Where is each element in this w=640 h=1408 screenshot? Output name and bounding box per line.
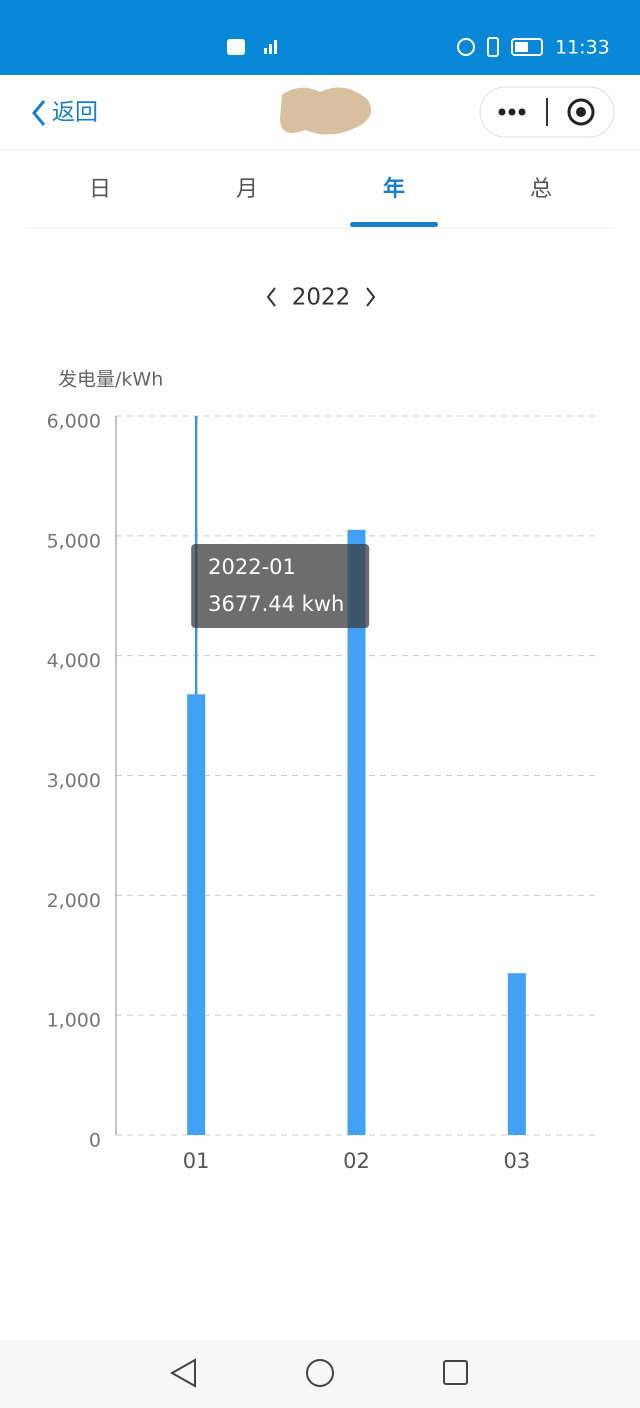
- tab[interactable]: 年: [383, 176, 405, 202]
- x-tick-label: 02: [343, 1149, 370, 1173]
- alarm-icon: [457, 38, 475, 56]
- tab[interactable]: 总: [530, 177, 552, 202]
- bar[interactable]: [507, 973, 526, 1135]
- more-button[interactable]: [498, 108, 526, 116]
- year-label: 2022: [292, 285, 351, 311]
- blurred-title: [280, 87, 372, 135]
- y-tick-label: 2,000: [47, 890, 101, 912]
- y-tick-label: 1,000: [47, 1010, 101, 1032]
- bar[interactable]: [187, 694, 206, 1135]
- recents-key[interactable]: [443, 1360, 468, 1385]
- y-tick-label: 4,000: [47, 650, 101, 672]
- x-tick-label: 03: [503, 1149, 530, 1173]
- close-button[interactable]: [567, 98, 595, 126]
- y-tick-label: 0: [89, 1130, 101, 1152]
- tooltip-value: 3677.44 kwh: [208, 592, 344, 616]
- back-label: 返回: [52, 100, 98, 126]
- status-bar: [0, 0, 640, 75]
- y-tick-label: 5,000: [47, 530, 101, 552]
- battery-level: [515, 42, 528, 52]
- x-tick-label: 01: [183, 1149, 210, 1173]
- battery-icon: [511, 38, 543, 56]
- tooltip-title: 2022-01: [208, 555, 296, 579]
- y-tick-label: 3,000: [47, 770, 101, 792]
- tab-bar: 日月年总: [89, 176, 552, 227]
- chart: 0 1,000 2,000 3,000 4,000 5,000 6,000 01 02 03 202…: [47, 411, 597, 1173]
- back-arrow: [32, 100, 46, 126]
- system-nav-bar: [0, 1340, 640, 1408]
- tab[interactable]: 月: [236, 177, 258, 202]
- tab-indicator: [350, 222, 438, 227]
- next-year[interactable]: [366, 287, 376, 307]
- home-key[interactable]: [306, 1359, 334, 1387]
- hd-icon: [227, 39, 245, 55]
- back-button[interactable]: 返回: [32, 100, 98, 126]
- bar[interactable]: [347, 529, 366, 1135]
- y-tick-label: 6,000: [47, 411, 101, 433]
- y-axis-label: 发电量/kWh: [58, 369, 163, 391]
- tab[interactable]: 日: [89, 177, 111, 202]
- tooltip: [191, 544, 370, 628]
- back-key[interactable]: [169, 1358, 196, 1388]
- signal-icon: [264, 40, 277, 54]
- vibrate-icon: [487, 37, 499, 57]
- clock: 11:33: [555, 37, 610, 59]
- prev-year[interactable]: [266, 287, 276, 307]
